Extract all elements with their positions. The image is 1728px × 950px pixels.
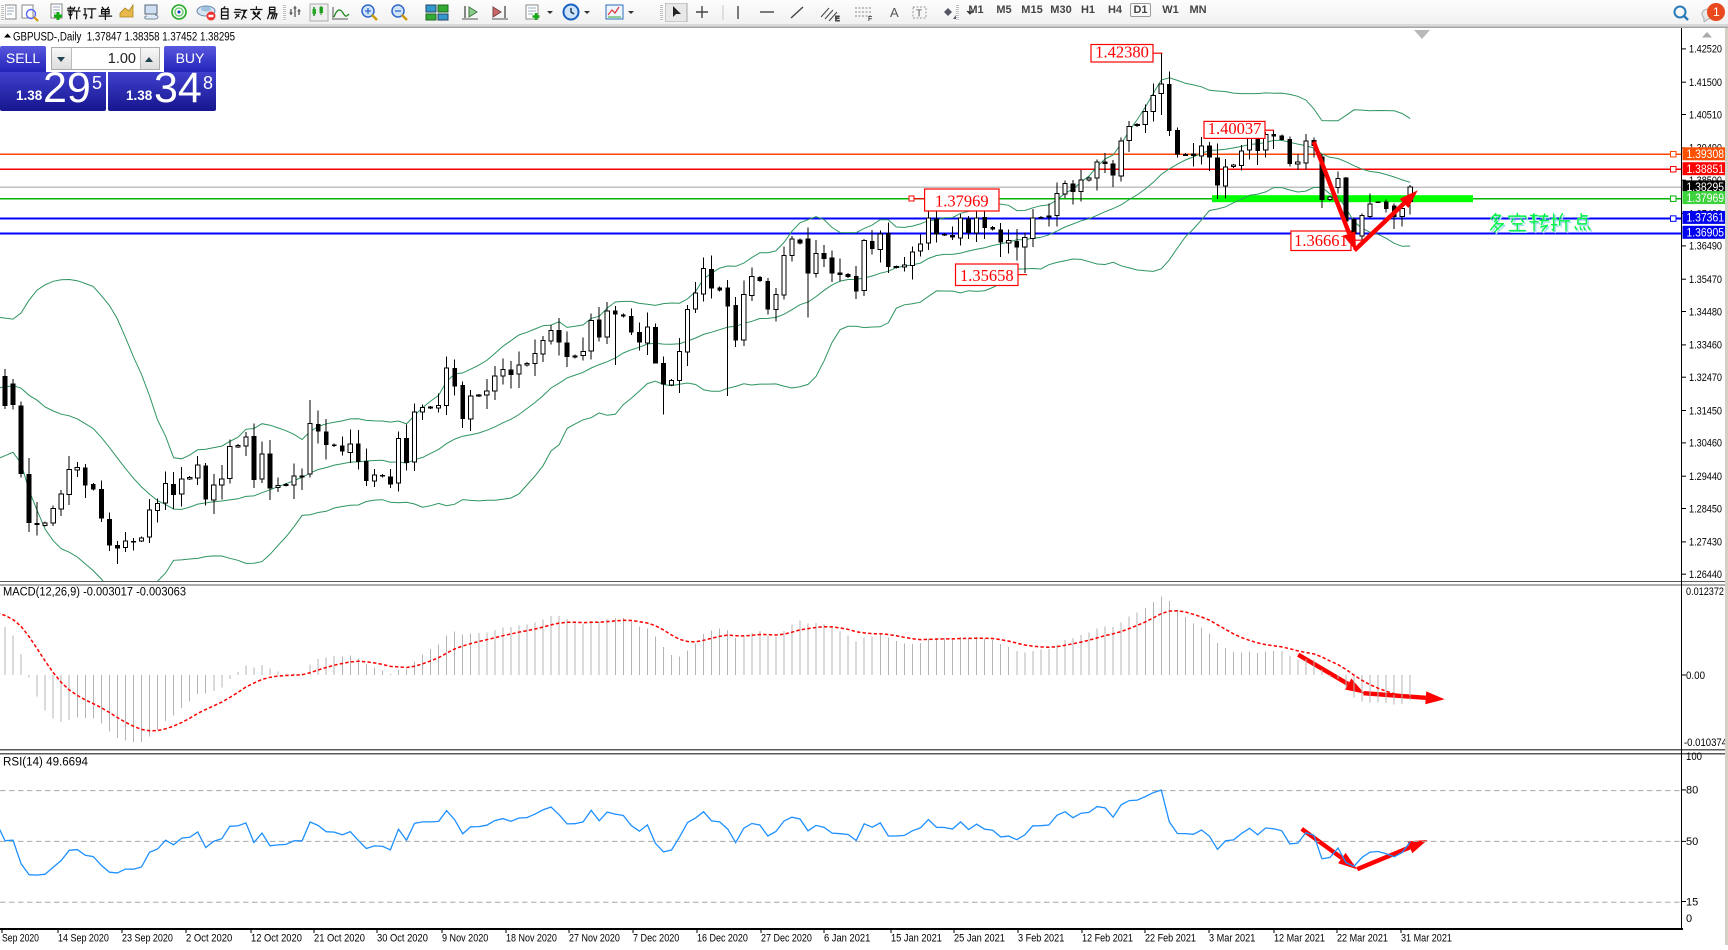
svg-text:1.32470: 1.32470 <box>1689 372 1722 384</box>
svg-text:A: A <box>890 5 899 20</box>
svg-text:7 Dec 2020: 7 Dec 2020 <box>633 933 679 945</box>
svg-text:27 Nov 2020: 27 Nov 2020 <box>569 933 620 945</box>
svg-text:E: E <box>835 16 840 22</box>
svg-text:31 Mar 2021: 31 Mar 2021 <box>1401 933 1452 945</box>
svg-text:12 Feb 2021: 12 Feb 2021 <box>1082 933 1133 945</box>
svg-text:1.36905: 1.36905 <box>1687 228 1725 240</box>
svg-text:14 Sep 2020: 14 Sep 2020 <box>58 933 109 945</box>
svg-text:1.37361: 1.37361 <box>1687 213 1725 225</box>
svg-text:T: T <box>916 9 922 20</box>
svg-text:12 Oct 2020: 12 Oct 2020 <box>251 933 302 945</box>
svg-text:F: F <box>868 16 872 22</box>
svg-text:22 Mar 2021: 22 Mar 2021 <box>1337 933 1388 945</box>
svg-text:1.36490: 1.36490 <box>1689 241 1722 253</box>
svg-text:1.36661: 1.36661 <box>1294 231 1348 250</box>
svg-text:1.38851: 1.38851 <box>1687 164 1725 176</box>
svg-text:50: 50 <box>1686 836 1698 848</box>
svg-text:1.42380: 1.42380 <box>1095 43 1149 62</box>
svg-text:1.41500: 1.41500 <box>1689 77 1722 89</box>
svg-text:16 Dec 2020: 16 Dec 2020 <box>697 933 748 945</box>
svg-text:27 Dec 2020: 27 Dec 2020 <box>761 933 812 945</box>
svg-text:1.42520: 1.42520 <box>1689 44 1722 56</box>
svg-text:0: 0 <box>1686 913 1692 925</box>
svg-text:1.37969: 1.37969 <box>1687 193 1725 205</box>
svg-text:21 Oct 2020: 21 Oct 2020 <box>314 933 365 945</box>
svg-text:0.012372: 0.012372 <box>1686 586 1724 598</box>
svg-text:12 Mar 2021: 12 Mar 2021 <box>1274 933 1325 945</box>
svg-text:1.40037: 1.40037 <box>1208 119 1262 138</box>
svg-text:3 Feb 2021: 3 Feb 2021 <box>1018 933 1064 945</box>
svg-text:6 Jan 2021: 6 Jan 2021 <box>824 933 870 945</box>
svg-text:0.00: 0.00 <box>1686 670 1705 682</box>
svg-text:1.30460: 1.30460 <box>1689 438 1722 450</box>
svg-text:MACD(12,26,9) -0.003017 -0.003: MACD(12,26,9) -0.003017 -0.003063 <box>3 587 186 599</box>
svg-text:22 Feb 2021: 22 Feb 2021 <box>1145 933 1196 945</box>
svg-text:1.34480: 1.34480 <box>1689 306 1722 318</box>
svg-text:30 Oct 2020: 30 Oct 2020 <box>377 933 428 945</box>
svg-text:18 Nov 2020: 18 Nov 2020 <box>506 933 557 945</box>
svg-text:100: 100 <box>1686 751 1702 763</box>
svg-text:1.27430: 1.27430 <box>1689 537 1722 549</box>
svg-text:1.37969: 1.37969 <box>935 192 989 211</box>
svg-text:15 Jan 2021: 15 Jan 2021 <box>891 933 942 945</box>
svg-text:15: 15 <box>1686 896 1698 908</box>
svg-text:1.33460: 1.33460 <box>1689 340 1722 352</box>
svg-text:2 Oct 2020: 2 Oct 2020 <box>186 933 232 945</box>
svg-text:25 Jan 2021: 25 Jan 2021 <box>954 933 1005 945</box>
svg-text:GBPUSD-,Daily 1.37847 1.38358: GBPUSD-,Daily 1.37847 1.38358 1.37452 1.… <box>13 32 235 44</box>
svg-text:9 Nov 2020: 9 Nov 2020 <box>442 933 488 945</box>
svg-text:1.26440: 1.26440 <box>1689 569 1722 581</box>
svg-text:1.40510: 1.40510 <box>1689 109 1722 121</box>
svg-text:Sep 2020: Sep 2020 <box>2 933 39 945</box>
svg-text:1.39308: 1.39308 <box>1687 149 1725 161</box>
svg-text:23 Sep 2020: 23 Sep 2020 <box>122 933 173 945</box>
svg-text:80: 80 <box>1686 785 1698 797</box>
svg-text:RSI(14) 49.6694: RSI(14) 49.6694 <box>3 757 89 769</box>
svg-text:1.31450: 1.31450 <box>1689 405 1722 417</box>
svg-text:1.35470: 1.35470 <box>1689 274 1722 286</box>
svg-text:3 Mar 2021: 3 Mar 2021 <box>1209 933 1255 945</box>
svg-text:1.35658: 1.35658 <box>960 266 1014 285</box>
svg-text:-0.010374: -0.010374 <box>1684 737 1727 749</box>
svg-text:1: 1 <box>1713 5 1720 19</box>
svg-text:1.28450: 1.28450 <box>1689 503 1722 515</box>
svg-text:1.29440: 1.29440 <box>1689 471 1722 483</box>
